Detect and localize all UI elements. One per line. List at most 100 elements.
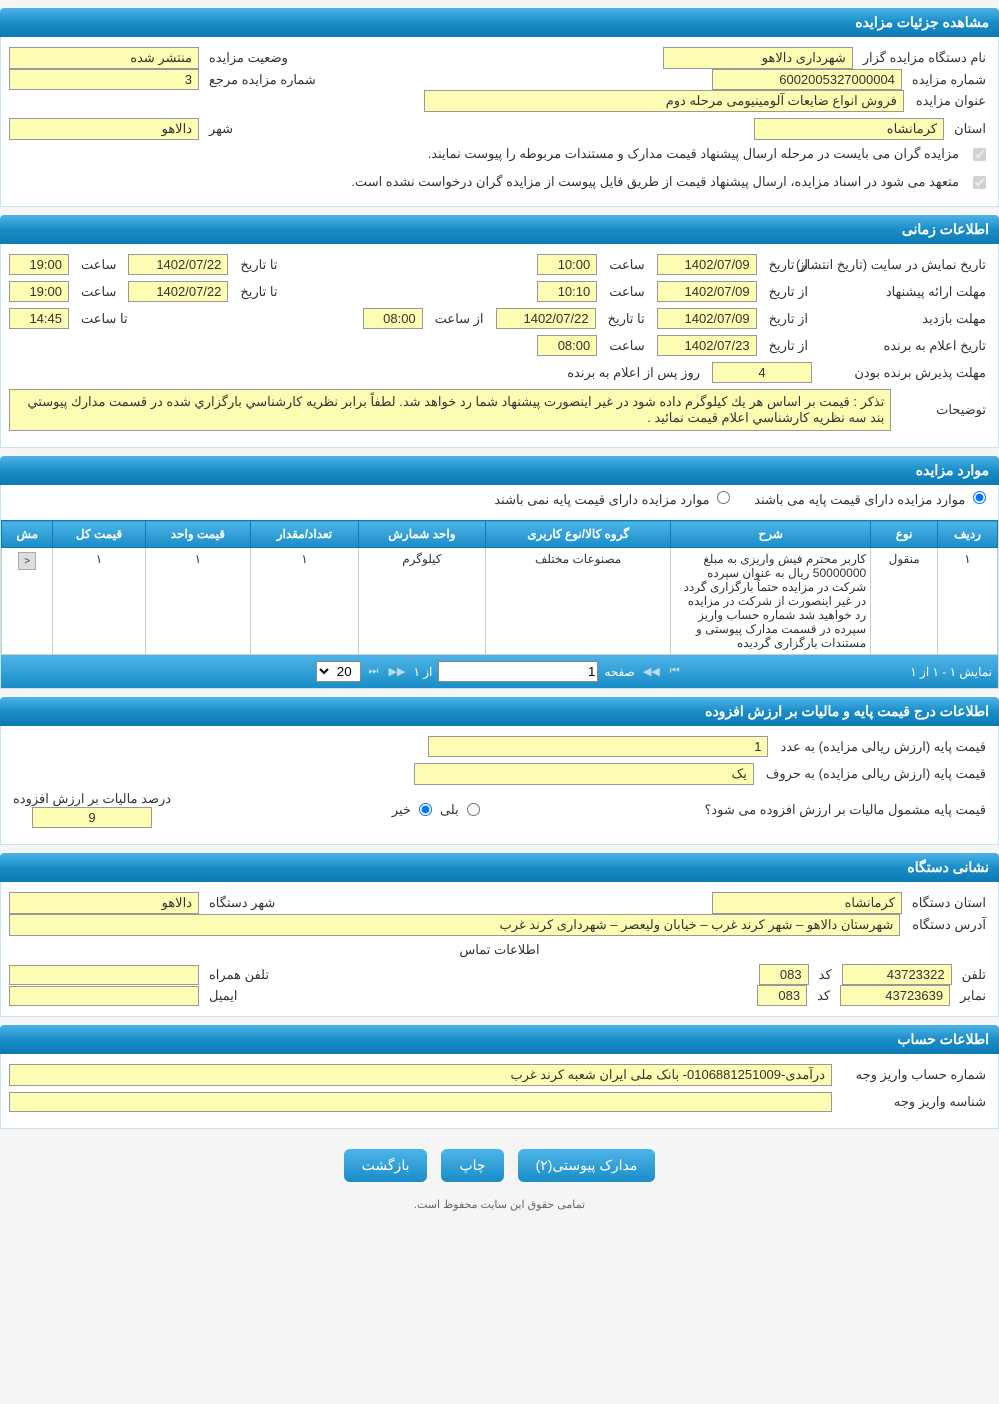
section-account-header: اطلاعات حساب [0,1025,999,1054]
scroll-left-icon[interactable]: < [18,552,36,570]
pager-display: نمایش ۱ - ۱ از ۱ [910,665,992,679]
filter-has-radio[interactable] [973,491,986,504]
cell-type: منقول [871,548,938,655]
filter-no-text: موارد مزایده دارای قیمت پایه نمی باشند [494,492,709,507]
items-table: ردیف نوع شرح گروه کالا/نوع کاربری واحد ش… [1,520,998,655]
section-account-body: شماره حساب واریز وجه درآمدی-010688125100… [0,1054,999,1129]
remarks-label: توضیحات [899,402,990,418]
pager-page-input[interactable] [438,661,598,682]
from-label: از تاریخ [765,257,812,273]
mobile-label: تلفن همراه [205,967,273,983]
col-desc: شرح [671,521,871,548]
display-to-time: 19:00 [9,254,69,275]
pager-next-icon[interactable]: ▶▶ [387,665,408,678]
section-price-body: قیمت پایه (ارزش ریالی مزایده) به عدد 1 ق… [0,726,999,845]
mobile-value [9,965,199,985]
print-button[interactable]: چاپ [441,1149,503,1182]
offer-from-date: 1402/07/09 [657,281,757,302]
pager-first-icon[interactable]: ⏮ [668,665,682,678]
organizer-value: شهرداری دالاهو [663,47,853,69]
from-label-3: از تاریخ [765,311,812,327]
pager-size-select[interactable]: 20 [316,661,361,682]
city-value: دالاهو [9,118,199,140]
ref-label: شماره مزایده مرجع [205,72,320,88]
pager-prev-icon[interactable]: ◀◀ [641,665,662,678]
visit-to-time: 14:45 [9,308,69,329]
email-label: ایمیل [205,988,242,1004]
email-value [9,986,199,1006]
col-group: گروه کالا/نوع کاربری [486,521,671,548]
cell-tprice: ۱ [53,548,145,655]
phone-code-value: 083 [759,964,809,985]
display-from-date: 1402/07/09 [657,254,757,275]
acc-label: شماره حساب واریز وجه [840,1067,990,1083]
number-label: شماره مزایده [908,72,990,88]
contact-label: اطلاعات تماس [9,942,990,958]
table-row[interactable]: ۱ منقول کاربر محترم فیش واریزی به مبلغ 5… [2,548,998,655]
to-hour-label: تا ساعت [77,311,132,327]
section-items-header: موارد مزایده [0,456,999,485]
cell-row: ۱ [938,548,998,655]
acc-value: درآمدی-0106881251009- بانک ملی ایران شعب… [9,1064,832,1086]
status-value: منتشر شده [9,47,199,69]
cell-desc: کاربر محترم فیش واریزی به مبلغ 50000000 … [671,548,871,655]
fax-value: 43723639 [840,985,950,1006]
filter-no-label[interactable]: موارد مزایده دارای قیمت پایه نمی باشند [494,491,734,508]
note1-text: مزایده گران می بایست در مرحله ارسال پیشن… [422,142,965,166]
province-label: استان [950,121,990,137]
accept-days: 4 [712,362,812,383]
offer-from-time: 10:10 [537,281,597,302]
col-qty: تعداد/مقدار [251,521,358,548]
org-city-value: دالاهو [9,892,199,914]
filter-has-text: موارد مزایده دارای قیمت پایه می باشند [754,492,965,507]
winner-time: 08:00 [537,335,597,356]
hour-label: ساعت [605,257,648,273]
title-value: فروش انواع ضایعات آلومینیومی مرحله دوم [424,90,904,112]
filter-no-radio[interactable] [717,491,730,504]
accept-label: مهلت پذیرش برنده بودن [820,365,990,381]
acc-id-value [9,1092,832,1112]
pager-page-label: صفحه [604,665,634,679]
org-province-label: استان دستگاه [908,895,990,911]
offer-to-date: 1402/07/22 [128,281,228,302]
pager-bar: نمایش ۱ - ۱ از ۱ ⏮ ◀◀ صفحه از ۱ ▶▶ ⏭ 20 [1,655,998,688]
note2-text: متعهد می شود در اسناد مزایده، ارسال پیشن… [345,170,965,194]
section-details-header: مشاهده جزئیات مزایده [0,8,999,37]
vat-pct-value: 9 [32,807,152,828]
title-label: عنوان مزایده [912,93,990,109]
button-row: مدارک پیوستی(۲) چاپ بازگشت [0,1129,999,1192]
to-label: تا تاریخ [236,257,281,273]
base-num-label: قیمت پایه (ارزش ریالی مزایده) به عدد [776,739,990,755]
table-header-row: ردیف نوع شرح گروه کالا/نوع کاربری واحد ش… [2,521,998,548]
vat-yes-radio[interactable] [467,803,480,816]
cell-qty: ۱ [251,548,358,655]
remarks-value: تذكر : قيمت بر اساس هر يك كيلوگرم داده ش… [9,389,891,431]
phone-value: 43723322 [842,964,952,985]
visit-from-time: 08:00 [363,308,423,329]
to-label-2: تا تاریخ [236,284,281,300]
from-label-2: از تاریخ [765,284,812,300]
fax-code-label: کد [813,988,834,1004]
city-label: شهر [205,121,237,137]
from-hour-label: از ساعت [431,311,488,327]
vat-no-radio[interactable] [419,803,432,816]
col-uprice: قیمت واحد [145,521,251,548]
vat-question: قیمت پایه مشمول مالیات بر ارزش افزوده می… [700,802,990,818]
vat-yes-label: بلی [440,802,459,818]
hour-label-2: ساعت [77,257,120,273]
org-addr-value: شهرستان دالاهو – شهر کرند غرب – خیابان و… [9,914,900,936]
filter-has-label[interactable]: موارد مزایده دارای قیمت پایه می باشند [754,491,990,508]
pager-last-icon[interactable]: ⏭ [367,665,381,678]
acc-id-label: شناسه واریز وجه [840,1094,990,1110]
hour-label-3: ساعت [605,284,648,300]
vat-no-label: خیر [392,802,411,818]
visit-label: مهلت بازدید [820,311,990,327]
base-word-label: قیمت پایه (ارزش ریالی مزایده) به حروف [762,766,990,782]
offer-to-time: 19:00 [9,281,69,302]
back-button[interactable]: بازگشت [344,1149,428,1182]
hour-label-4: ساعت [77,284,120,300]
phone-code-label: کد [815,967,836,983]
to-label-3: تا تاریخ [604,311,649,327]
accept-suffix: روز پس از اعلام به برنده [563,365,704,381]
docs-button[interactable]: مدارک پیوستی(۲) [518,1149,656,1182]
